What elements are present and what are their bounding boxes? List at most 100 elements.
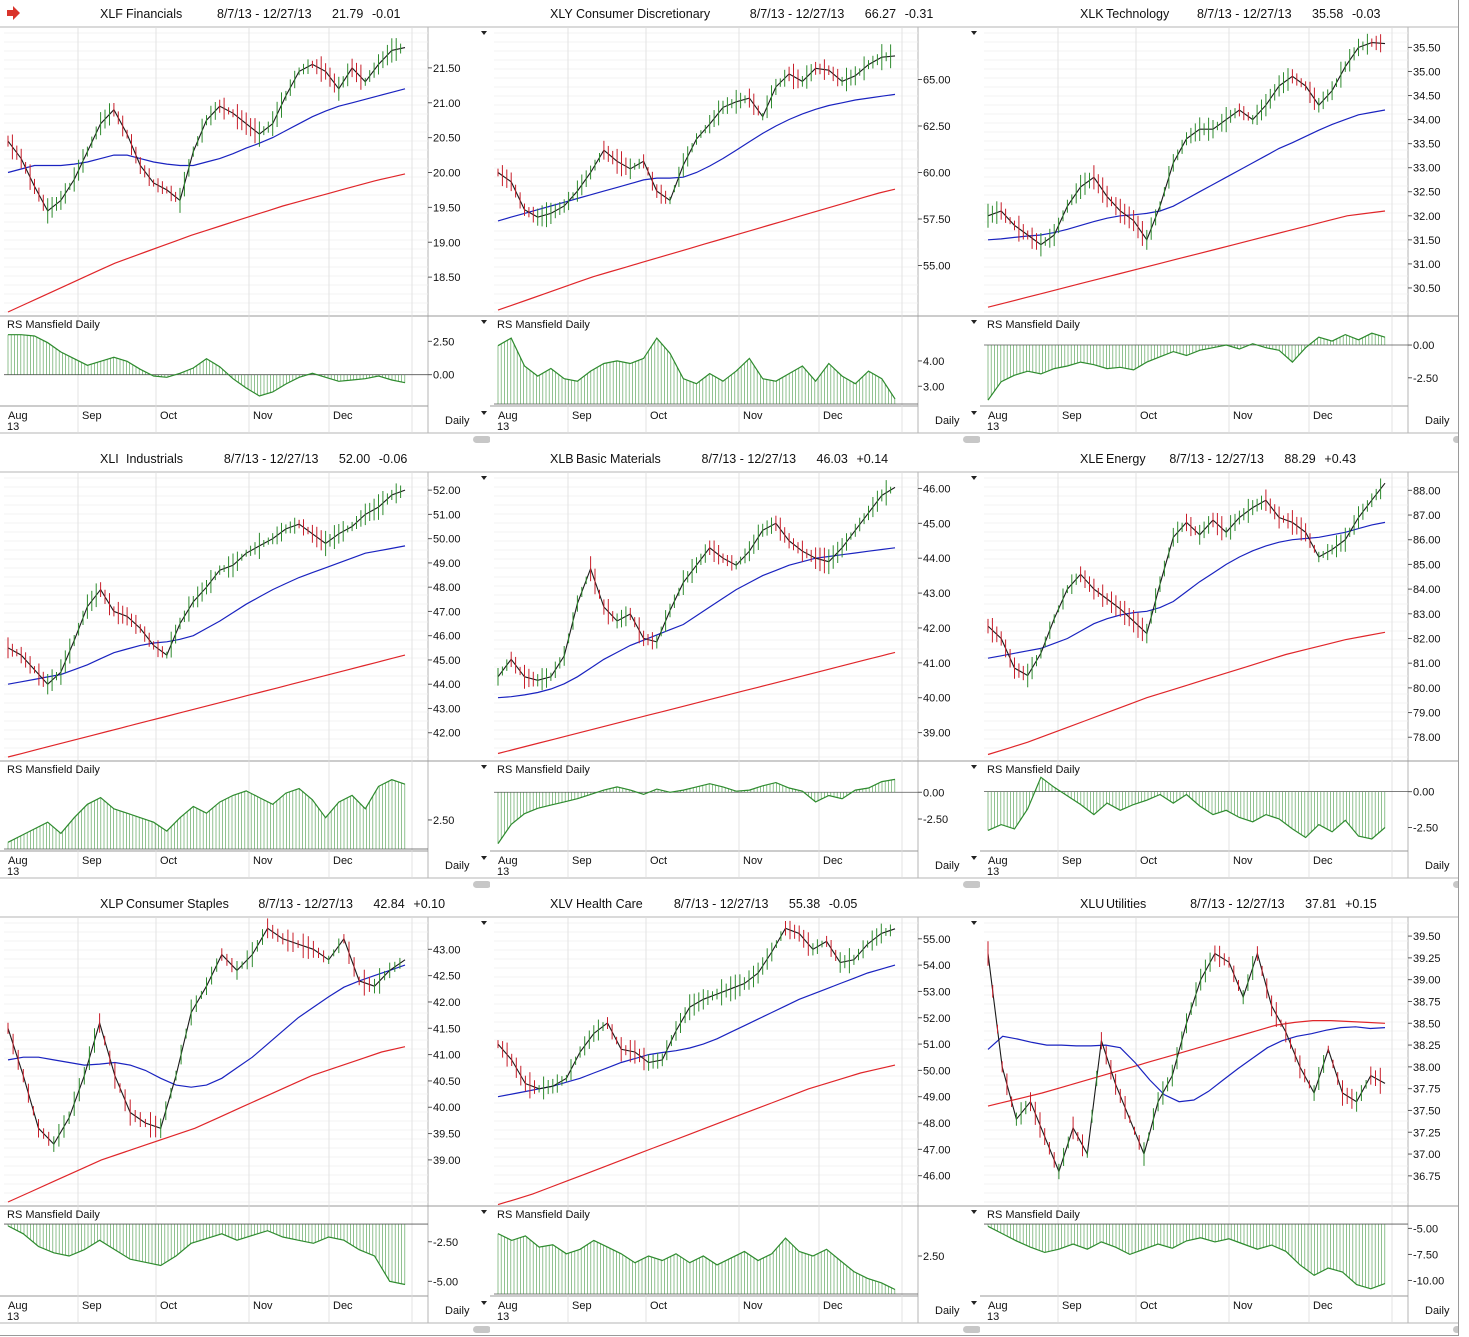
chart-svg: XLF Financials 8/7/13 - 12/27/13 21.79 -0.01… <box>0 6 490 443</box>
scroll-handle[interactable] <box>1453 436 1459 443</box>
title-dates: 8/7/13 - 12/27/13 <box>702 452 797 466</box>
chevron-down-icon[interactable] <box>971 856 977 860</box>
ma-slow-line <box>987 631 1386 756</box>
chart-panel-xlf[interactable]: XLF Financials 8/7/13 - 12/27/13 21.79 -0.01… <box>0 0 491 446</box>
price-tick-label: 38.25 <box>1413 1040 1441 1052</box>
month-tick-label: Oct <box>650 410 667 422</box>
chart-panel-xlp[interactable]: XLP Consumer Staples 8/7/13 - 12/27/13 42.8… <box>0 890 491 1336</box>
price-tick-label: 36.75 <box>1413 1171 1441 1183</box>
scroll-handle[interactable] <box>963 436 980 443</box>
month-tick-label: Sep <box>1062 855 1082 867</box>
chart-panel-xlu[interactable]: XLU Utilities 8/7/13 - 12/27/13 37.81 +0.15 3… <box>980 890 1459 1336</box>
title-symbol: XLP <box>100 897 124 911</box>
red-arrow-icon[interactable] <box>7 6 20 20</box>
rs-tick-label: -5.00 <box>433 1276 458 1288</box>
ma-fast-line <box>497 93 896 222</box>
chevron-down-icon[interactable] <box>481 1301 487 1305</box>
price-tick-label: 53.00 <box>923 986 951 998</box>
period-label: Daily <box>935 415 960 427</box>
chevron-down-icon[interactable] <box>971 476 977 480</box>
rs-axis: 0.00 2.50 <box>428 336 454 382</box>
price-tick-label: 31.50 <box>1413 235 1441 247</box>
month-tick-label: Dec <box>333 855 353 867</box>
price-tick-label: 37.50 <box>1413 1105 1441 1117</box>
chevron-down-icon[interactable] <box>971 411 977 415</box>
price-tick-label: 35.00 <box>1413 66 1441 78</box>
chevron-down-icon[interactable] <box>481 1210 487 1214</box>
year-label: 13 <box>7 1311 19 1323</box>
chevron-down-icon[interactable] <box>481 921 487 925</box>
rs-axis: -10.00 -7.50 -5.00 <box>1408 1223 1444 1287</box>
chevron-down-icon[interactable] <box>971 765 977 769</box>
title-name: Consumer Discretionary <box>576 7 711 21</box>
rs-axis: 2.50 <box>428 815 454 827</box>
chart-title: XLB Basic Materials 8/7/13 - 12/27/13 46.03… <box>550 452 888 466</box>
ma-fast-line <box>7 545 406 685</box>
ma-slow-line <box>987 1020 1386 1107</box>
date-axis: Aug Sep Oct Nov Dec 13 <box>497 1300 843 1323</box>
price-tick-label: 82.00 <box>1413 633 1441 645</box>
ohlc-bars <box>7 918 401 1152</box>
month-tick-label: Nov <box>253 1300 273 1312</box>
rs-line <box>987 1225 1386 1290</box>
scroll-handle[interactable] <box>473 436 490 443</box>
chevron-down-icon[interactable] <box>481 765 487 769</box>
chevron-down-icon[interactable] <box>481 320 487 324</box>
price-tick-label: 18.50 <box>433 272 461 284</box>
month-tick-label: Dec <box>1313 855 1333 867</box>
price-axis: 39.00 39.50 40.00 40.50 41.00 41.50 42.00 42.50… <box>428 944 461 1167</box>
chart-panel-xlv[interactable]: XLV Health Care 8/7/13 - 12/27/13 55.38 -0.0… <box>490 890 981 1336</box>
price-tick-label: 38.00 <box>1413 1062 1441 1074</box>
price-axis: 36.75 37.00 37.25 37.50 37.75 38.00 38.25 38.50… <box>1408 931 1441 1183</box>
chevron-down-icon[interactable] <box>971 921 977 925</box>
price-tick-label: 79.00 <box>1413 708 1441 720</box>
price-tick-label: 78.00 <box>1413 732 1441 744</box>
chart-panel-xlb[interactable]: XLB Basic Materials 8/7/13 - 12/27/13 46.03… <box>490 445 981 891</box>
rs-histogram <box>987 333 1386 401</box>
date-axis: Aug Sep Oct Nov Dec 13 <box>987 410 1333 433</box>
month-tick-label: Dec <box>333 410 353 422</box>
rs-line <box>987 332 1386 401</box>
chart-panel-xlk[interactable]: XLK Technology 8/7/13 - 12/27/13 35.58 -0.03… <box>980 0 1459 446</box>
chevron-down-icon[interactable] <box>971 1301 977 1305</box>
scroll-handle[interactable] <box>473 881 490 888</box>
price-tick-label: 37.00 <box>1413 1149 1441 1161</box>
scroll-handle[interactable] <box>1453 1326 1459 1333</box>
chevron-down-icon[interactable] <box>481 856 487 860</box>
title-last: 37.81 <box>1305 897 1336 911</box>
title-name: Consumer Staples <box>126 897 229 911</box>
month-tick-label: Oct <box>1140 855 1157 867</box>
rs-title: RS Mansfield Daily <box>7 319 100 331</box>
chevron-down-icon[interactable] <box>481 31 487 35</box>
scroll-handle[interactable] <box>1453 881 1459 888</box>
chevron-down-icon[interactable] <box>481 476 487 480</box>
price-tick-label: 55.00 <box>923 934 951 946</box>
price-tick-label: 34.00 <box>1413 115 1441 127</box>
price-tick-label: 49.00 <box>433 558 461 570</box>
title-dates: 8/7/13 - 12/27/13 <box>750 7 845 21</box>
rs-axis: -5.00 -2.50 <box>428 1237 458 1288</box>
scroll-handle[interactable] <box>963 881 980 888</box>
price-tick-label: 38.75 <box>1413 996 1441 1008</box>
rs-title: RS Mansfield Daily <box>497 1209 590 1221</box>
year-label: 13 <box>497 866 509 878</box>
month-tick-label: Aug <box>498 1300 518 1312</box>
chart-panel-xle[interactable]: XLE Energy 8/7/13 - 12/27/13 88.29 +0.43 78.0… <box>980 445 1459 891</box>
price-tick-label: 31.00 <box>1413 259 1441 271</box>
chevron-down-icon[interactable] <box>481 411 487 415</box>
chevron-down-icon[interactable] <box>971 31 977 35</box>
scroll-handle[interactable] <box>473 1326 490 1333</box>
rs-title: RS Mansfield Daily <box>7 764 100 776</box>
rs-histogram <box>987 1224 1386 1289</box>
month-tick-label: Nov <box>1233 410 1253 422</box>
title-dates: 8/7/13 - 12/27/13 <box>258 897 353 911</box>
price-tick-label: 86.00 <box>1413 535 1441 547</box>
chevron-down-icon[interactable] <box>971 1210 977 1214</box>
chart-panel-xly[interactable]: XLY Consumer Discretionary 8/7/13 - 12/27/… <box>490 0 981 446</box>
chart-svg: XLP Consumer Staples 8/7/13 - 12/27/13 42.8… <box>0 897 490 1333</box>
scroll-handle[interactable] <box>963 1326 980 1333</box>
rs-histogram <box>7 779 406 849</box>
chevron-down-icon[interactable] <box>971 320 977 324</box>
ohlc-bars <box>987 478 1382 688</box>
chart-panel-xli[interactable]: XLI Industrials 8/7/13 - 12/27/13 52.00 -0.0… <box>0 445 491 891</box>
